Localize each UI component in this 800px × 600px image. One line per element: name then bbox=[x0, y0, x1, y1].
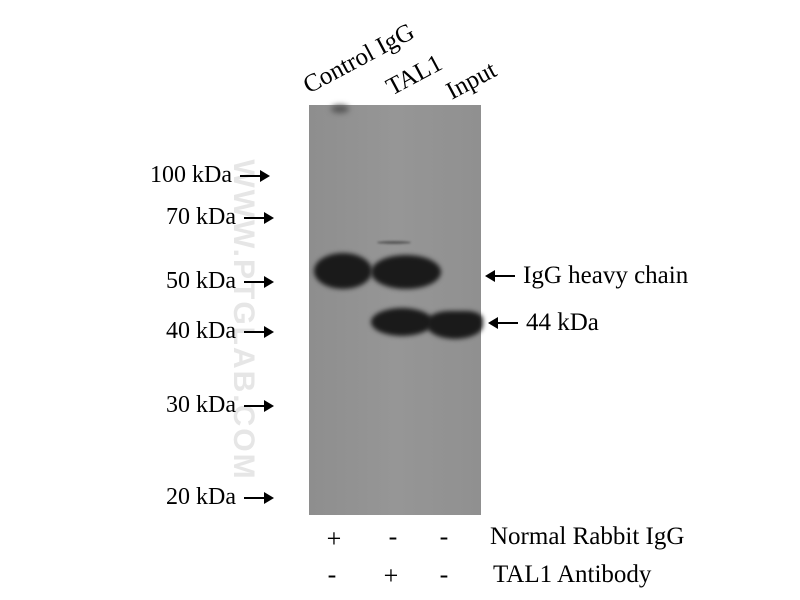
band-input-44kda bbox=[427, 311, 483, 339]
annotation-label: 44 kDa bbox=[526, 309, 599, 336]
marker-label: 40 kDa bbox=[166, 318, 236, 344]
marker-label: 30 kDa bbox=[166, 392, 236, 418]
marker-70kda: 70 kDa bbox=[166, 204, 274, 231]
band-tal1-44kda bbox=[371, 308, 433, 336]
arrow-left-icon bbox=[488, 317, 518, 329]
annotation-44kda: 44 kDa bbox=[488, 309, 599, 337]
condition-tal1-antibody: TAL1 Antibody bbox=[493, 561, 652, 588]
arrow-right-icon bbox=[243, 275, 274, 288]
marker-40kda: 40 kDa bbox=[166, 318, 274, 345]
band-tal1-heavy-chain bbox=[371, 255, 441, 289]
marker-label: 70 kDa bbox=[166, 204, 236, 230]
sign-igg-lane1: + bbox=[326, 524, 342, 553]
blot-membrane bbox=[309, 105, 483, 515]
arrow-right-icon bbox=[243, 491, 274, 504]
arrow-left-icon bbox=[485, 270, 515, 282]
arrow-right-icon bbox=[243, 211, 274, 224]
marker-label: 50 kDa bbox=[166, 268, 236, 294]
marker-30kda: 30 kDa bbox=[166, 392, 274, 419]
arrow-right-icon bbox=[243, 399, 274, 412]
marker-100kda: 100 kDa bbox=[150, 162, 270, 189]
annotation-igg-heavy-chain: IgG heavy chain bbox=[485, 262, 689, 290]
sign-igg-lane3: - bbox=[439, 522, 449, 551]
marker-label: 20 kDa bbox=[166, 484, 236, 510]
blot-smudge bbox=[331, 105, 349, 113]
sign-igg-lane2: - bbox=[388, 522, 398, 551]
marker-20kda: 20 kDa bbox=[166, 484, 274, 511]
sign-tal1-lane3: - bbox=[439, 560, 449, 589]
condition-normal-rabbit-igg: Normal Rabbit IgG bbox=[490, 523, 685, 550]
faint-band-tal1 bbox=[377, 241, 411, 244]
marker-50kda: 50 kDa bbox=[166, 268, 274, 295]
annotation-label: IgG heavy chain bbox=[523, 262, 689, 289]
lane-label-input: Input bbox=[441, 56, 502, 106]
arrow-right-icon bbox=[243, 325, 274, 338]
arrow-right-icon bbox=[239, 169, 270, 182]
marker-label: 100 kDa bbox=[150, 162, 232, 188]
sign-tal1-lane2: + bbox=[383, 561, 399, 590]
sign-tal1-lane1: - bbox=[327, 560, 337, 589]
band-control-igg-heavy-chain bbox=[314, 253, 372, 289]
